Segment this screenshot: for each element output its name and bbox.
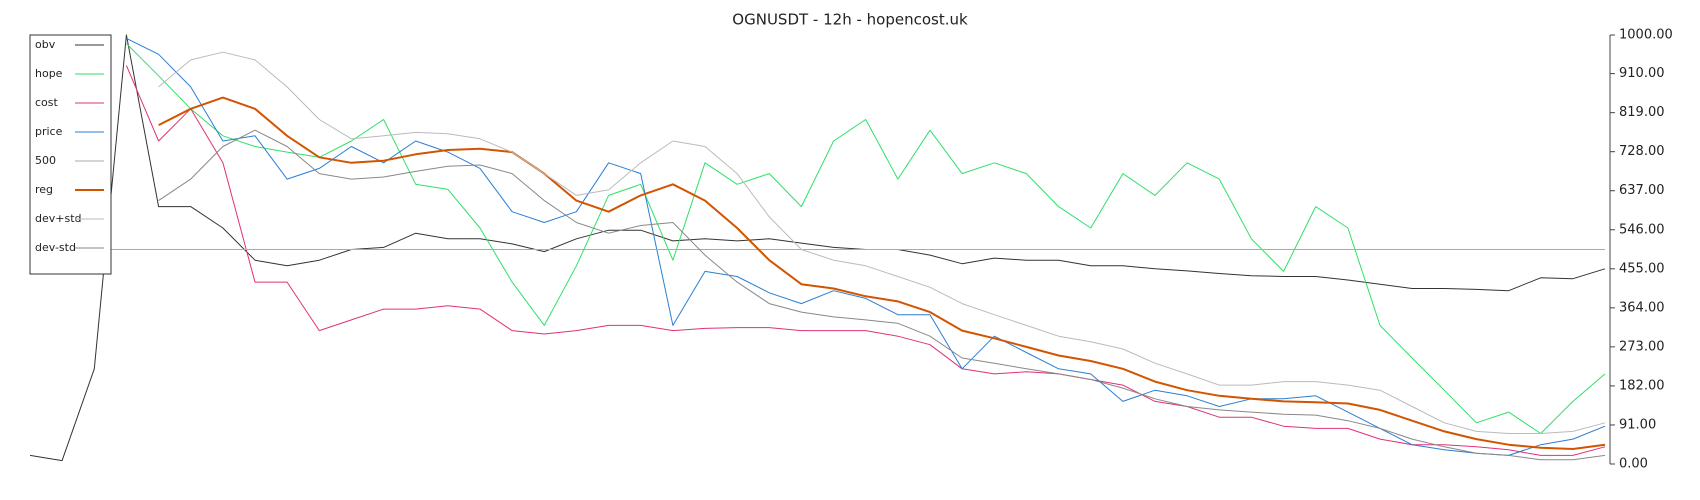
legend-label: price: [35, 125, 63, 138]
legend-box: [29, 34, 112, 275]
y-tick-label: 273.00: [1619, 339, 1665, 354]
chart-title: OGNUSDT - 12h - hopencost.uk: [732, 11, 968, 29]
y-tick-label: 910.00: [1619, 66, 1665, 81]
y-tick-label: 182.00: [1619, 378, 1665, 393]
legend-label: dev-std: [35, 241, 76, 254]
legend-label: obv: [35, 38, 56, 51]
series-line: [125, 65, 1606, 456]
series-line: [158, 129, 1606, 461]
legend-label: hope: [35, 67, 63, 80]
y-tick-label: 546.00: [1619, 222, 1665, 237]
y-tick-label: 728.00: [1619, 144, 1665, 159]
series-line: [29, 34, 1606, 462]
y-tick-label: 91.00: [1619, 417, 1656, 432]
series-line: [158, 96, 1606, 450]
legend-label: 500: [35, 154, 56, 167]
y-tick-label: 455.00: [1619, 261, 1665, 276]
series-line: [126, 43, 1606, 434]
y-tick-label: 364.00: [1619, 300, 1665, 315]
legend: obv hope cost price 500 reg dev+std dev-std: [29, 34, 112, 275]
legend-label: reg: [35, 183, 53, 196]
series-line: [158, 51, 1606, 434]
y-tick-label: 1000.00: [1619, 28, 1673, 43]
legend-label: cost: [35, 96, 59, 109]
y-tick-label: 819.00: [1619, 105, 1665, 120]
legend-label: dev+std: [35, 212, 82, 225]
y-tick-label: 0.00: [1619, 457, 1648, 472]
series-line: [126, 37, 1606, 456]
y-tick-label: 637.00: [1619, 183, 1665, 198]
